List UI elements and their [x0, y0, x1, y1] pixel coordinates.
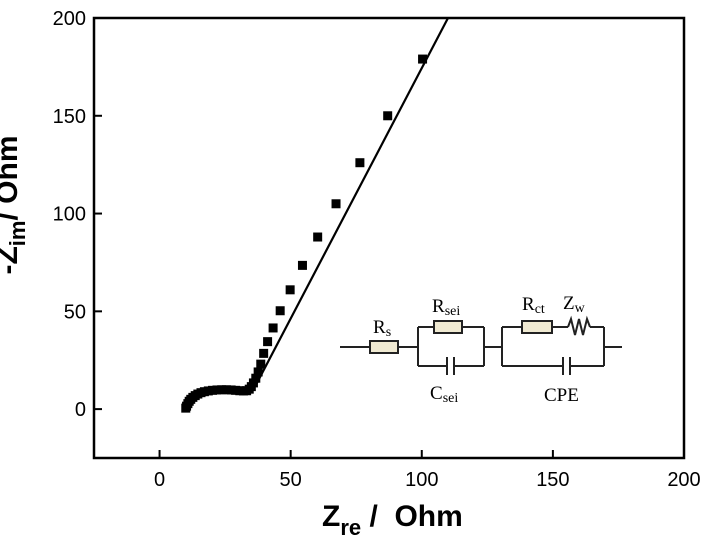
x-tick-label: 200 — [667, 469, 700, 491]
data-point — [383, 111, 393, 121]
circuit-labels: Rs Rsei Csei Rct Zw CPE — [373, 293, 586, 406]
data-point — [285, 285, 295, 295]
data-marks — [181, 17, 449, 413]
label-cpe: CPE — [544, 385, 579, 406]
data-point — [268, 323, 278, 333]
y-tick-label: 150 — [53, 106, 86, 128]
fit-line — [255, 17, 449, 385]
data-point — [256, 359, 266, 369]
equivalent-circuit-inset — [340, 315, 622, 375]
data-point — [212, 385, 222, 395]
data-point — [253, 367, 263, 377]
x-axis-label: Zre / Ohm — [322, 500, 463, 540]
x-tick-label: 100 — [405, 469, 438, 491]
x-tick-label: 150 — [536, 469, 569, 491]
x-tick-label: 0 — [154, 469, 165, 491]
data-point — [313, 232, 323, 242]
ylabel-unit: / Ohm — [0, 135, 24, 220]
ylabel-main: -Z — [0, 246, 24, 275]
resistor-rct — [521, 320, 553, 334]
data-point — [251, 373, 261, 383]
data-point — [297, 260, 307, 270]
xlabel-unit: / Ohm — [361, 500, 463, 533]
ylabel-sub: im — [5, 220, 30, 247]
y-tick-label: 50 — [64, 301, 86, 323]
resistor-rs — [369, 340, 399, 354]
data-point — [217, 385, 227, 395]
xlabel-sub: re — [340, 515, 362, 540]
axis-ticks: 0 50 100 150 200 0 50 100 150 200 — [53, 8, 701, 491]
y-tick-label: 100 — [53, 204, 86, 226]
label-zw: Zw — [563, 293, 586, 316]
data-point — [259, 348, 269, 358]
data-point — [355, 158, 365, 168]
plot-frame — [92, 16, 686, 460]
y-tick-label: 200 — [53, 8, 86, 30]
y-tick-label: 0 — [75, 399, 86, 421]
data-point — [418, 54, 428, 64]
label-rs: Rs — [373, 317, 391, 340]
data-point — [331, 199, 341, 209]
label-rct: Rct — [522, 294, 545, 317]
xlabel-main: Z — [322, 500, 341, 533]
resistor-rsei — [433, 320, 463, 334]
label-rsei: Rsei — [432, 296, 460, 319]
data-point — [221, 385, 231, 395]
label-csei: Csei — [430, 383, 458, 406]
data-point — [275, 306, 285, 316]
data-point — [248, 378, 258, 388]
warburg-element — [567, 315, 591, 336]
data-point — [263, 337, 273, 347]
x-tick-label: 50 — [280, 469, 302, 491]
